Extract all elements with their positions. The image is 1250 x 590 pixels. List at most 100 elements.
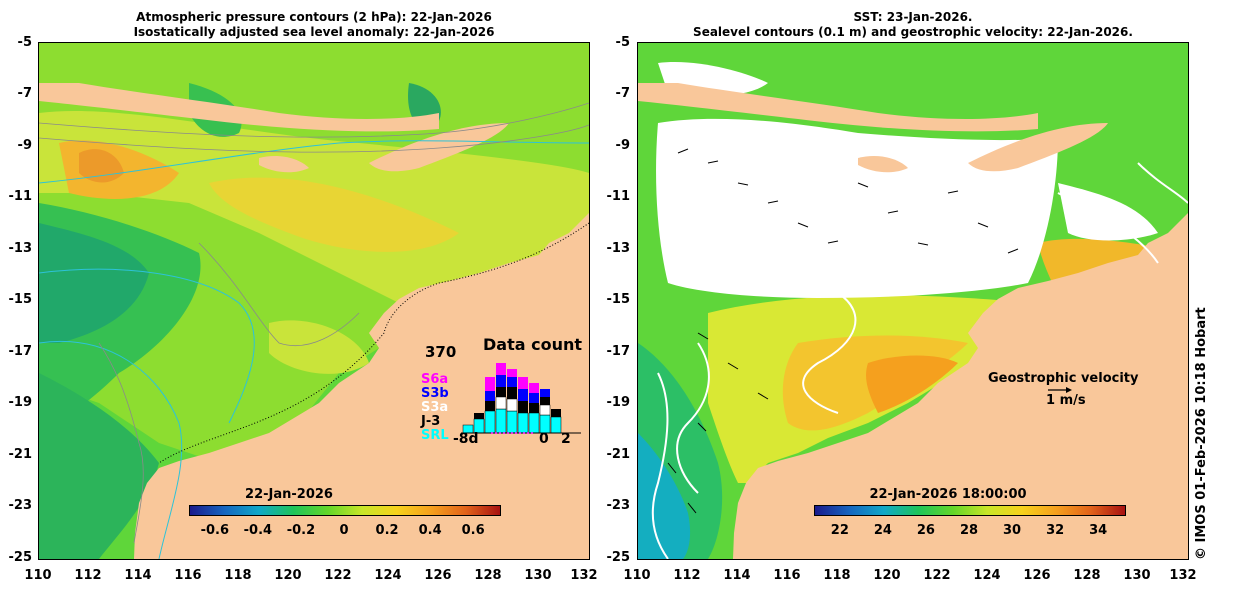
colorbar-tick-label: 22 [830,523,849,538]
sea-level-contours [651,162,1188,559]
copyright-text: © IMOS 01-Feb-2026 10:18 Hobart [1194,307,1209,560]
left-y-tick: -21 [8,447,33,462]
left-x-tick: 124 [374,568,402,583]
hist-bar [518,377,528,389]
mission-label-j3: J-3 [421,414,441,429]
anomaly-region-yellow-2 [209,177,459,252]
hist-bar [551,409,561,417]
mission-label-s6a: S6a [421,372,449,387]
hist-bar [474,413,484,419]
right-y-tick: -25 [606,550,631,565]
mission-label-srl: SRL [421,428,449,443]
land-sumba [259,156,309,173]
hist-bar [507,377,517,387]
mission-label-s3a: S3a [421,400,449,415]
right-y-tick: -11 [606,189,631,204]
hist-bar [496,387,506,397]
land-australia [134,213,589,559]
hist-bar [517,412,529,434]
left-y-tick: -23 [8,498,33,513]
bathymetry-contours [39,102,589,544]
colorbar-tick-label: 0.6 [461,523,485,538]
land-australia [733,213,1188,559]
hist-bar [485,391,495,401]
sst-svg [638,43,1188,559]
right-colorbar [814,505,1126,516]
right-x-tick: 116 [773,568,801,583]
cloud-mask [656,118,1058,298]
right-title-line2: Sealevel contours (0.1 m) and geostrophi… [693,25,1133,39]
left-colorbar-date: 22-Jan-2026 [245,487,333,502]
right-title-line1: SST: 23-Jan-2026. [853,10,973,24]
data-count-histogram [461,363,581,434]
hist-bar [495,408,507,434]
velocity-legend-title: Geostrophic velocity [988,371,1139,386]
data-count-x-right: 2 [561,431,571,447]
left-colorbar [189,505,501,516]
right-x-tick: 126 [1023,568,1051,583]
right-y-tick: -15 [606,292,631,307]
left-x-tick: 112 [74,568,102,583]
right-x-tick: 114 [723,568,751,583]
left-x-tick: 126 [424,568,452,583]
left-y-tick: -5 [17,35,32,50]
left-x-tick: 120 [274,568,302,583]
right-x-tick: 122 [923,568,951,583]
land-java [638,83,1038,132]
land-java [39,83,439,132]
left-x-tick: 128 [474,568,502,583]
hist-bar [518,401,528,413]
right-x-tick: 118 [823,568,851,583]
hist-bar [507,387,517,399]
colorbar-tick-label: 28 [959,523,979,538]
colorbar-tick-label: 0 [339,523,349,538]
land-timor [369,123,509,172]
right-x-tick: 130 [1123,568,1151,583]
right-y-tick: -19 [606,395,631,410]
left-x-tick: 122 [324,568,352,583]
velocity-legend-arrowhead [1066,387,1072,393]
right-y-tick: -23 [606,498,631,513]
left-panel-title: Atmospheric pressure contours (2 hPa): 2… [40,10,588,40]
sst-cold-region [638,433,691,559]
hist-bar [529,403,539,413]
land-sumba [858,156,908,173]
anomaly-region-yellow-3 [269,320,369,374]
data-count-x-zero: 0 [539,431,549,447]
sea-level-anomaly-map[interactable]: Data count 370 [38,42,590,560]
hist-bar [496,363,506,375]
hist-bar [495,396,507,410]
left-y-tick: -17 [8,344,33,359]
mission-label-s3b: S3b [421,386,449,401]
right-x-tick: 128 [1073,568,1101,583]
hist-bar [485,377,495,391]
right-x-tick: 110 [623,568,651,583]
hist-bar [484,410,496,434]
right-x-tick: 132 [1169,568,1197,583]
left-x-tick: 118 [224,568,252,583]
right-y-tick: -9 [615,138,630,153]
colorbar-tick-label: 30 [1003,523,1022,538]
colorbar-tick-label: -0.4 [243,523,273,538]
hist-bar [518,389,528,401]
left-y-tick: -25 [8,550,33,565]
left-title-line1: Atmospheric pressure contours (2 hPa): 2… [136,10,492,24]
velocity-arrows [667,148,1019,514]
hist-bar [485,401,495,411]
left-x-tick: 132 [570,568,598,583]
hist-bar [539,404,551,416]
hist-bar [506,398,518,412]
right-x-tick: 124 [973,568,1001,583]
colorbar-tick-label: 34 [1089,523,1108,538]
colorbar-tick-label: 24 [873,523,892,538]
colorbar-tick-label: 0.2 [375,523,399,538]
sst-map[interactable]: Geostrophic velocity 1 m/s 22-Jan-2026 1… [637,42,1189,560]
right-y-tick: -7 [615,86,630,101]
colorbar-tick-label: 0.4 [418,523,442,538]
left-y-tick: -13 [8,241,33,256]
right-y-tick: -5 [615,35,630,50]
cloud-mask-east [1058,183,1158,241]
right-y-tick: -17 [606,344,631,359]
hist-bar [496,375,506,387]
anomaly-low-south [39,373,159,559]
